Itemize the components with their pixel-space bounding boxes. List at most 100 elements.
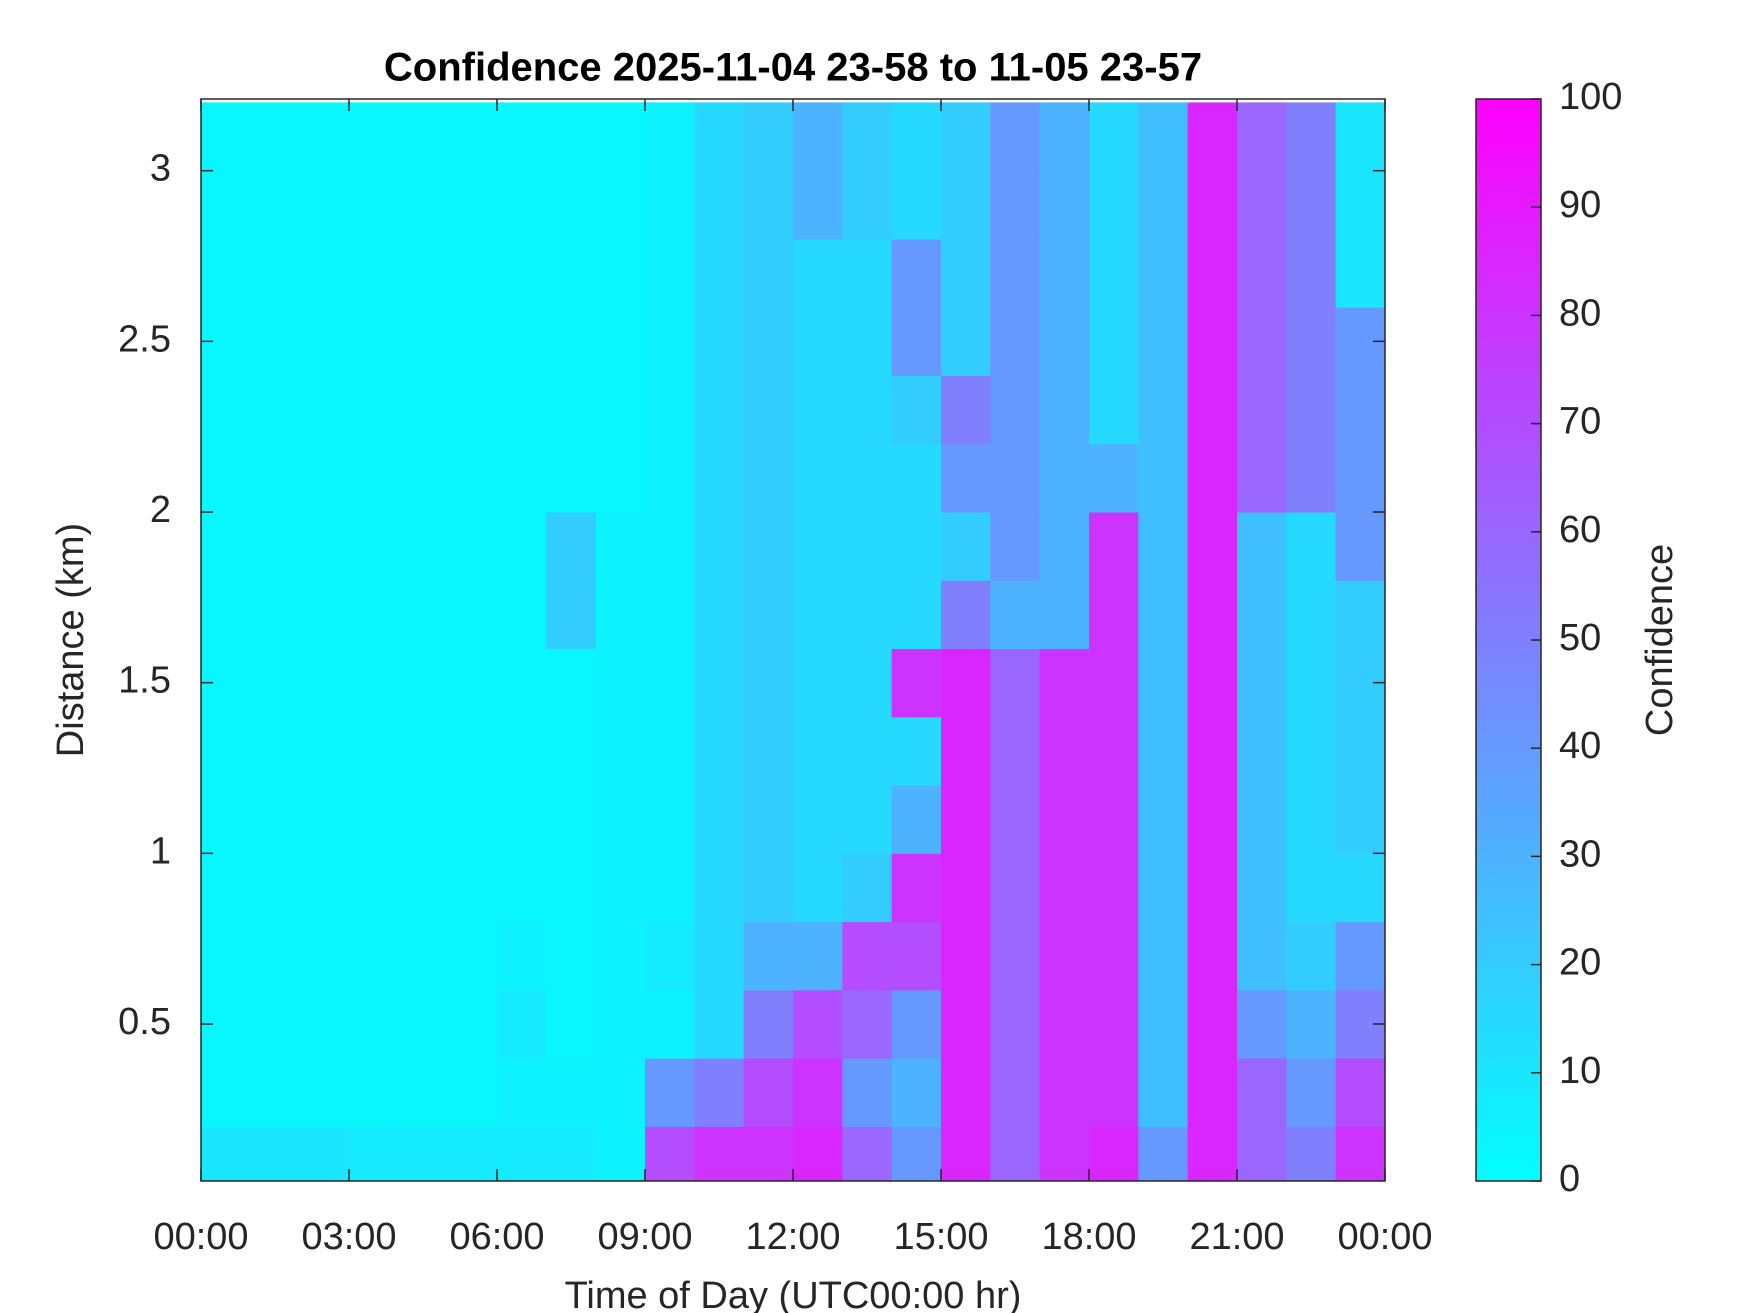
- heatmap-cell: [842, 1058, 893, 1127]
- heatmap-cell: [497, 170, 547, 240]
- heatmap-cell: [1039, 102, 1090, 172]
- heatmap-cell: [990, 170, 1041, 240]
- heatmap-cell: [694, 785, 745, 854]
- heatmap-cell: [1187, 443, 1238, 513]
- heatmap-cell: [842, 785, 893, 854]
- heatmap-cell: [1237, 102, 1287, 172]
- heatmap-cell: [793, 1126, 843, 1181]
- y-axis-label: Distance (km): [50, 523, 92, 757]
- heatmap-cell: [1335, 375, 1385, 445]
- heatmap-cell: [1089, 443, 1139, 513]
- heatmap-cell: [398, 648, 449, 718]
- heatmap-cell: [398, 1058, 449, 1127]
- heatmap-cell: [743, 785, 794, 854]
- heatmap-cell: [1089, 1126, 1139, 1181]
- heatmap-cell: [595, 307, 646, 376]
- heatmap-cell: [842, 443, 893, 513]
- heatmap-cell: [1039, 785, 1090, 854]
- heatmap-cell: [1187, 375, 1238, 445]
- heatmap-cell: [250, 238, 301, 308]
- heatmap-cell: [201, 785, 251, 854]
- heatmap-cell: [595, 1126, 646, 1181]
- heatmap-cell: [595, 1058, 646, 1127]
- heatmap-cell: [1187, 1058, 1238, 1127]
- heatmap-cell: [250, 307, 301, 376]
- heatmap-cell: [1089, 716, 1139, 786]
- heatmap-cell: [447, 785, 498, 854]
- heatmap-cell: [990, 443, 1041, 513]
- heatmap-cell: [1138, 307, 1189, 376]
- heatmap-cell: [941, 512, 991, 581]
- heatmap-cell: [1237, 716, 1287, 786]
- heatmap-cell: [645, 512, 695, 581]
- heatmap-cell: [1286, 921, 1337, 991]
- heatmap-cell: [1089, 1058, 1139, 1127]
- colorbar-tick-label: 40: [1559, 725, 1601, 767]
- heatmap-cell: [645, 716, 695, 786]
- colorbar-tick-label: 0: [1559, 1158, 1580, 1200]
- heatmap-cell: [743, 102, 794, 172]
- heatmap-cell: [842, 1126, 893, 1181]
- heatmap-cell: [743, 512, 794, 581]
- heatmap-cell: [743, 1126, 794, 1181]
- heatmap-cell: [1089, 580, 1139, 650]
- heatmap-cell: [349, 580, 399, 650]
- heatmap-cell: [1089, 989, 1139, 1059]
- heatmap-cell: [1237, 785, 1287, 854]
- heatmap-cell: [842, 375, 893, 445]
- heatmap-cell: [1187, 102, 1238, 172]
- heatmap-cell: [595, 512, 646, 581]
- heatmap-cell: [694, 375, 745, 445]
- heatmap-cell: [990, 1058, 1041, 1127]
- heatmap-cell: [1138, 989, 1189, 1059]
- heatmap-cell: [793, 170, 843, 240]
- heatmap-cell: [842, 989, 893, 1059]
- heatmap-cell: [546, 1126, 597, 1181]
- heatmap-cell: [891, 853, 942, 923]
- colorbar-tick-label: 10: [1559, 1050, 1601, 1092]
- heatmap-cell: [743, 853, 794, 923]
- heatmap-cell: [250, 375, 301, 445]
- heatmap-cell: [299, 648, 350, 718]
- x-tick-label: 06:00: [449, 1216, 544, 1258]
- y-tick-label: 2.5: [118, 318, 171, 360]
- heatmap-cell: [546, 853, 597, 923]
- heatmap-cell: [546, 375, 597, 445]
- heatmap-cell: [398, 238, 449, 308]
- heatmap-cell: [1187, 853, 1238, 923]
- heatmap-cell: [941, 170, 991, 240]
- heatmap-cell: [1138, 1058, 1189, 1127]
- heatmap-cell: [1039, 443, 1090, 513]
- heatmap-cell: [299, 102, 350, 172]
- heatmap-cell: [1187, 921, 1238, 991]
- heatmap-cell: [694, 170, 745, 240]
- x-tick-label: 00:00: [1337, 1216, 1432, 1258]
- heatmap-cell: [743, 1058, 794, 1127]
- heatmap-cell: [201, 170, 251, 240]
- y-tick-label: 1.5: [118, 660, 171, 702]
- heatmap-cell: [398, 989, 449, 1059]
- heatmap-cell: [1089, 921, 1139, 991]
- heatmap-cell: [447, 648, 498, 718]
- heatmap-cell: [398, 921, 449, 991]
- heatmap-cell: [941, 989, 991, 1059]
- heatmap-cell: [743, 648, 794, 718]
- heatmap-cell: [1286, 989, 1337, 1059]
- heatmap-cell: [1286, 785, 1337, 854]
- colorbar-tick-label: 90: [1559, 184, 1601, 226]
- heatmap-cell: [595, 989, 646, 1059]
- heatmap-cell: [842, 512, 893, 581]
- heatmap-cell: [941, 648, 991, 718]
- heatmap-cell: [1089, 307, 1139, 376]
- heatmap-cell: [1335, 102, 1385, 172]
- heatmap-cell: [645, 102, 695, 172]
- heatmap-cell: [1286, 238, 1337, 308]
- heatmap-cell: [990, 512, 1041, 581]
- heatmap-cell: [497, 1058, 547, 1127]
- heatmap-cell: [595, 716, 646, 786]
- heatmap-cell: [891, 1058, 942, 1127]
- heatmap-cell: [546, 512, 597, 581]
- heatmap-cell: [1335, 1126, 1385, 1181]
- heatmap-cell: [546, 785, 597, 854]
- heatmap-cell: [595, 102, 646, 172]
